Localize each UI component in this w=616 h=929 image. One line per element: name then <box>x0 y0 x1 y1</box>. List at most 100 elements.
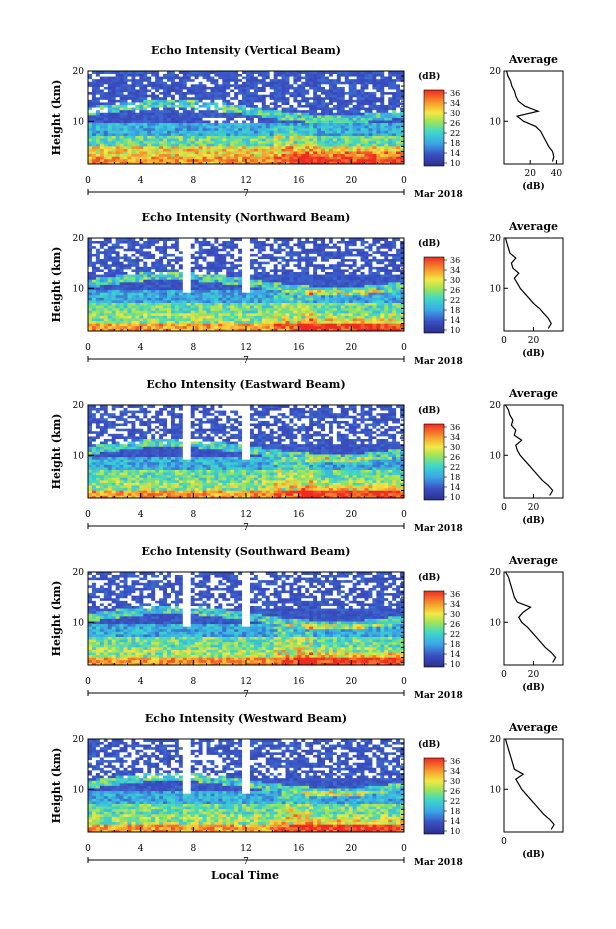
heatmap-cell <box>317 161 322 165</box>
heatmap-cell <box>218 71 223 74</box>
heatmap-cell <box>325 310 330 314</box>
heatmap-cell <box>103 143 109 147</box>
heatmap-cell <box>269 91 275 95</box>
heatmap-cell <box>293 99 298 103</box>
heatmap-cell <box>167 86 172 90</box>
heatmap-cell <box>257 284 263 288</box>
heatmap-cell <box>249 153 255 157</box>
heatmap-cell <box>281 122 286 126</box>
heatmap-cell <box>249 76 255 80</box>
heatmap-cell <box>194 300 199 303</box>
heatmap-cell <box>285 107 290 111</box>
heatmap-cell <box>127 81 132 85</box>
heatmap-cell <box>269 99 275 103</box>
heatmap-cell <box>222 276 227 280</box>
heatmap-cell <box>257 305 263 309</box>
heatmap-cell <box>360 112 365 116</box>
heatmap-cell <box>348 76 354 80</box>
heatmap-cell <box>91 315 97 319</box>
panel-2: Echo Intensity (Northward Beam)2010Heigh… <box>50 211 564 367</box>
heatmap-cell <box>336 281 342 285</box>
heatmap-cell <box>115 297 120 301</box>
heatmap-cell <box>249 120 255 124</box>
heatmap-cell <box>376 89 381 93</box>
heatmap-cell <box>234 307 239 311</box>
heatmap-cell <box>135 323 140 327</box>
heatmap-cell <box>119 294 124 298</box>
heatmap-cell <box>222 130 227 134</box>
heatmap-cell <box>167 266 172 270</box>
heatmap-cell <box>352 117 357 121</box>
heatmap-cell <box>364 315 369 319</box>
heatmap-cell <box>210 102 215 105</box>
heatmap-cell <box>364 140 369 144</box>
heatmap-cell <box>170 315 176 319</box>
heatmap-cell <box>111 151 117 155</box>
heatmap-cell <box>396 78 401 82</box>
heatmap-cell <box>305 112 310 116</box>
heatmap-cell <box>210 145 215 149</box>
heatmap-cell <box>218 78 223 82</box>
heatmap-cell <box>123 96 128 100</box>
heatmap-cell <box>139 114 144 118</box>
heatmap-cell <box>167 276 172 280</box>
heatmap-cell <box>194 81 199 85</box>
heatmap-cell <box>321 148 326 152</box>
heatmap-cell <box>88 151 93 155</box>
heatmap-cell <box>91 127 97 131</box>
heatmap-cell <box>178 318 184 322</box>
heatmap-cell <box>289 143 294 147</box>
heatmap-cell <box>328 96 334 100</box>
heatmap-cell <box>127 135 132 139</box>
heatmap-cell <box>234 328 239 332</box>
heatmap-cell <box>214 287 219 291</box>
heatmap-cell <box>210 302 215 306</box>
heatmap-cell <box>376 76 381 80</box>
heatmap-cell <box>380 138 385 142</box>
heatmap-cell <box>246 276 251 280</box>
heatmap-cell <box>178 274 184 278</box>
heatmap-cell <box>115 318 120 322</box>
heatmap-cell <box>174 271 180 275</box>
heatmap-cell <box>313 109 318 113</box>
heatmap-cell <box>95 96 101 100</box>
heatmap-cell <box>210 83 215 87</box>
heatmap-cell <box>340 99 346 103</box>
heatmap-cell <box>328 138 334 142</box>
heatmap-cell <box>198 269 203 272</box>
heatmap-cell <box>143 297 148 301</box>
heatmap-cell <box>277 102 282 105</box>
heatmap-cell <box>269 279 275 283</box>
heatmap-cell <box>214 125 219 129</box>
heatmap-cell <box>167 117 172 121</box>
heatmap-cell <box>325 135 330 139</box>
heatmap-cell <box>376 289 381 293</box>
heatmap-cell <box>328 117 334 121</box>
heatmap-cell <box>107 153 113 157</box>
heatmap-cell <box>277 300 282 303</box>
heatmap-cell <box>222 143 227 147</box>
heatmap-cell <box>115 315 120 319</box>
heatmap-cell <box>218 151 223 155</box>
heatmap-cell <box>293 287 298 291</box>
heatmap-cell <box>230 94 235 98</box>
heatmap-cell <box>222 305 227 309</box>
heatmap-cell <box>174 294 180 298</box>
heatmap-cell <box>348 312 354 316</box>
heatmap-cell <box>143 294 148 298</box>
heatmap-cell <box>198 143 203 147</box>
heatmap-cell <box>95 269 101 272</box>
heatmap-cell <box>364 71 369 74</box>
heatmap-cell <box>332 315 338 319</box>
heatmap-cell <box>368 156 373 160</box>
heatmap-cell <box>269 153 275 157</box>
heatmap-cell <box>388 140 393 144</box>
heatmap-cell <box>376 102 381 105</box>
heatmap-cell <box>305 107 310 111</box>
heatmap-cell <box>309 138 314 142</box>
heatmap-cell <box>328 102 334 105</box>
heatmap-cell <box>99 117 105 121</box>
heatmap-cell <box>281 281 286 285</box>
heatmap-cell <box>88 161 93 165</box>
heatmap-cell <box>230 135 235 139</box>
